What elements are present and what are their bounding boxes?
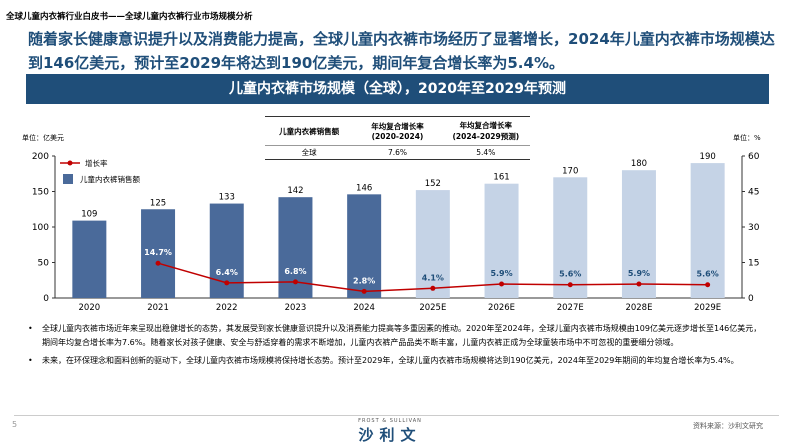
growth-rate-point <box>567 282 573 288</box>
footer-divider <box>14 415 779 416</box>
bar-2028E <box>621 170 656 298</box>
x-tick-label: 2027E <box>557 303 584 313</box>
page-number: 5 <box>12 420 18 429</box>
bar-value-label: 180 <box>631 159 647 169</box>
right-tick-label: 15 <box>748 259 759 269</box>
cagr-col3-period: (2024-2029预测) <box>452 132 520 141</box>
x-tick-label: 2029E <box>694 303 721 313</box>
x-tick-label: 2023 <box>285 303 307 313</box>
logo-subtext: FROST & SULLIVAN <box>358 418 422 424</box>
bar-value-label: 109 <box>81 210 97 220</box>
left-tick-label: 50 <box>38 259 50 269</box>
cagr-col3-title: 年均复合增长率 <box>459 121 513 130</box>
cagr-col2-header: 年均复合增长率 (2020-2024) <box>353 121 441 141</box>
growth-rate-point <box>636 281 642 287</box>
left-tick-label: 100 <box>32 223 49 233</box>
bar-2024 <box>347 194 382 298</box>
cagr-table-header: 儿童内衣裤销售额 年均复合增长率 (2020-2024) 年均复合增长率 (2024… <box>265 117 530 146</box>
growth-rate-point <box>224 280 230 286</box>
bar-value-label: 125 <box>150 198 166 208</box>
growth-rate-point <box>499 281 505 287</box>
growth-rate-label: 2.8% <box>353 276 375 285</box>
market-size-chart: 0 50 100 150 200 0 15 30 45 60 109 2020 125 2021 133 20… <box>32 152 760 313</box>
bar-2027E <box>553 177 588 298</box>
bullet-point: 全球儿童内衣裤市场近年来呈现出稳健增长的态势，其发展受到家长健康意识提升以及消费… <box>28 322 763 350</box>
right-axis-unit: 单位：% <box>733 134 761 142</box>
cagr-table: 儿童内衣裤销售额 年均复合增长率 (2020-2024) 年均复合增长率 (2024… <box>265 116 530 160</box>
legend-label-growth: 增长率 <box>85 158 108 168</box>
x-tick-label: 2025E <box>419 303 446 313</box>
legend-bar-swatch <box>63 174 73 184</box>
bar-2029E <box>690 163 725 298</box>
growth-rate-point <box>705 282 711 288</box>
bar-value-label: 142 <box>287 186 303 196</box>
x-tick-label: 2020 <box>79 303 101 313</box>
frost-sullivan-logo: FROST & SULLIVAN 沙利文 <box>340 418 440 445</box>
bar-value-label: 152 <box>425 179 441 189</box>
growth-rate-label: 5.9% <box>628 269 650 278</box>
growth-rate-label: 4.1% <box>422 273 444 282</box>
growth-rate-label: 5.6% <box>697 270 719 279</box>
growth-rate-point <box>292 279 298 285</box>
bar-2025E <box>415 190 450 298</box>
left-tick-label: 0 <box>43 294 49 304</box>
x-tick-label: 2022 <box>216 303 238 313</box>
growth-rate-label: 5.6% <box>559 270 581 279</box>
right-tick-label: 45 <box>748 188 759 198</box>
x-tick-label: 2028E <box>625 303 652 313</box>
cagr-region: 全球 <box>301 148 317 157</box>
cagr-col1-header: 儿童内衣裤销售额 <box>279 126 340 136</box>
cagr-table-row: 全球 7.6% 5.4% <box>265 146 530 159</box>
x-tick-label: 2026E <box>488 303 515 313</box>
right-tick-label: 30 <box>748 223 760 233</box>
bar-value-label: 146 <box>356 183 372 193</box>
legend-label-sales: 儿童内衣裤销售额 <box>80 174 140 184</box>
x-tick-label: 2021 <box>147 303 169 313</box>
document-title: 全球儿童内衣裤行业白皮书——全球儿童内衣裤行业市场规模分析 <box>6 12 253 22</box>
bar-value-label: 190 <box>700 152 716 162</box>
bar-2021 <box>141 209 176 298</box>
right-tick-label: 60 <box>748 152 760 162</box>
cagr-value-historical: 7.6% <box>387 148 408 157</box>
growth-rate-label: 6.4% <box>216 268 238 277</box>
cagr-col3-header: 年均复合增长率 (2024-2029预测) <box>442 120 530 142</box>
cagr-col2-period: (2020-2024) <box>371 132 424 141</box>
bar-value-label: 170 <box>562 166 578 176</box>
cagr-value-forecast: 5.4% <box>476 148 496 157</box>
commentary: 全球儿童内衣裤市场近年来呈现出稳健增长的态势，其发展受到家长健康意识提升以及消费… <box>28 322 763 372</box>
growth-rate-point <box>155 260 161 266</box>
growth-rate-label: 14.7% <box>144 248 172 257</box>
growth-rate-label: 6.8% <box>284 267 306 276</box>
cagr-col2-title: 年均复合增长率 <box>371 122 424 131</box>
x-tick-label: 2024 <box>353 303 375 313</box>
left-tick-label: 150 <box>32 188 49 198</box>
bar-value-label: 161 <box>493 173 509 183</box>
chart-banner-title: 儿童内衣裤市场规模（全球），2020年至2029年预测 <box>26 74 769 104</box>
bar-2026E <box>484 183 519 298</box>
growth-rate-label: 5.9% <box>490 269 512 278</box>
logo-text: 沙利文 <box>358 426 422 444</box>
bar-2020 <box>72 220 107 298</box>
left-tick-label: 200 <box>32 152 49 162</box>
left-axis-unit: 单位：亿美元 <box>22 134 64 142</box>
bullet-point: 未来，在环保理念和面料创新的驱动下，全球儿童内衣裤市场规模将保持增长态势。预计至… <box>28 354 763 368</box>
headline: 随着家长健康意识提升以及消费能力提高，全球儿童内衣裤市场经历了显著增长，2024… <box>28 30 775 72</box>
growth-rate-point <box>430 285 436 291</box>
legend-line-marker <box>67 160 73 166</box>
bar-value-label: 133 <box>219 193 235 203</box>
right-tick-label: 0 <box>748 294 754 304</box>
source-note: 资料来源：沙利文研究 <box>693 422 763 430</box>
growth-rate-point <box>361 288 367 294</box>
